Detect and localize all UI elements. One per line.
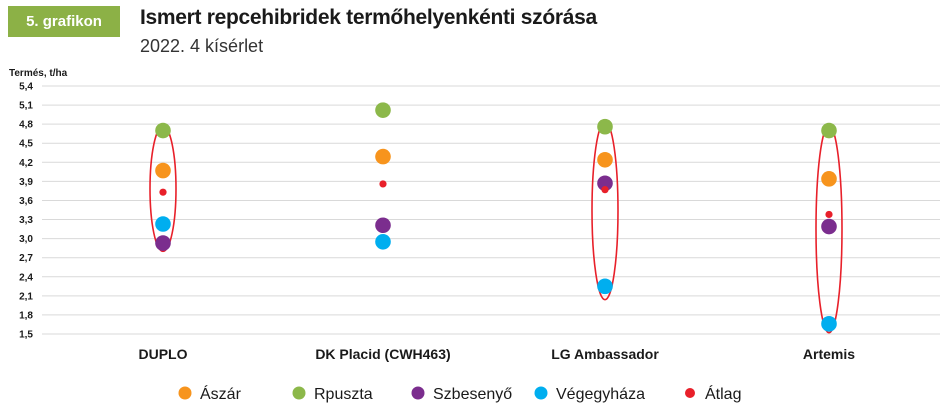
x-axis-labels: DUPLO DK Placid (CWH463) LG Ambassador Arte…	[139, 346, 856, 362]
legend-marker	[685, 388, 695, 398]
data-points	[155, 102, 837, 332]
y-tick-label: 2,4	[19, 272, 33, 283]
legend: Ászár Rpuszta Szbesenyő Végegyháza Átlag	[178, 384, 741, 403]
y-tick-label: 4,2	[19, 158, 33, 169]
range-ellipses	[149, 120, 843, 334]
legend-label: Rpuszta	[314, 386, 373, 403]
y-tick-label: 1,8	[19, 310, 33, 321]
legend-marker	[534, 386, 548, 400]
data-point	[597, 278, 613, 295]
legend-marker	[178, 386, 192, 400]
data-point	[155, 162, 171, 179]
y-axis-label: Termés, t/ha	[9, 68, 68, 79]
y-tick-label: 3,6	[19, 196, 33, 207]
range-ellipse	[591, 120, 619, 301]
data-point	[375, 148, 391, 165]
y-tick-label: 1,5	[19, 330, 33, 341]
y-tick-label: 4,8	[19, 120, 33, 131]
data-point	[155, 216, 171, 232]
data-point	[155, 122, 171, 139]
average-point	[379, 180, 387, 188]
y-tick-label: 5,4	[19, 82, 33, 93]
data-point	[597, 175, 613, 192]
average-point	[825, 210, 833, 219]
y-tick-label: 3,0	[19, 234, 33, 245]
legend-label: Átlag	[705, 384, 741, 403]
data-point	[597, 118, 613, 135]
average-point	[159, 188, 167, 196]
data-point	[821, 122, 837, 139]
chart-number-badge: 5. grafikon	[8, 6, 120, 37]
data-point	[375, 233, 391, 250]
y-tick-label: 4,5	[19, 139, 33, 150]
legend-marker	[411, 386, 425, 400]
legend-marker	[292, 386, 306, 400]
average-point	[601, 186, 609, 194]
gridlines	[42, 85, 940, 335]
data-point	[821, 171, 837, 187]
legend-label: Ászár	[200, 384, 242, 403]
data-point	[375, 217, 391, 234]
x-category-label: LG Ambassador	[551, 346, 659, 362]
y-tick-label: 2,7	[19, 253, 33, 264]
legend-label: Végegyháza	[556, 386, 645, 403]
y-tick-label: 3,9	[19, 177, 33, 188]
legend-label: Szbesenyő	[433, 386, 512, 403]
data-point	[375, 102, 391, 118]
x-category-label: DK Placid (CWH463)	[315, 346, 450, 362]
chart-title: Ismert repcehibridek termőhelyenkénti sz…	[140, 6, 597, 29]
chart-subtitle: 2022. 4 kísérlet	[140, 36, 264, 56]
y-tick-label: 2,1	[19, 291, 33, 302]
x-category-label: DUPLO	[139, 346, 188, 362]
y-tick-label: 5,1	[19, 101, 33, 112]
y-tick-label: 3,3	[19, 215, 33, 226]
data-point	[821, 316, 837, 332]
data-point	[155, 235, 171, 251]
y-axis-ticks: 1,5 1,8 2,1 2,4 2,7 3,0 3,3 3,6 3,9 4,2 4,5 4,8 5,1 5…	[19, 82, 33, 341]
data-point	[597, 151, 613, 168]
x-category-label: Artemis	[803, 346, 855, 362]
data-point	[821, 218, 837, 235]
